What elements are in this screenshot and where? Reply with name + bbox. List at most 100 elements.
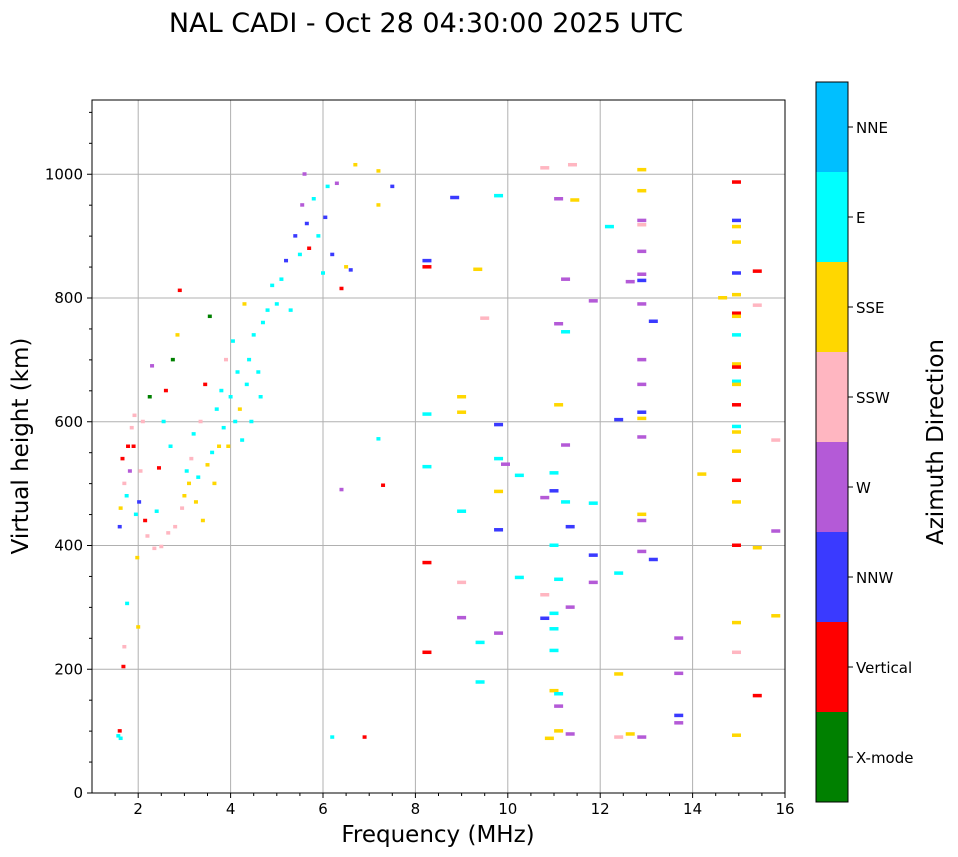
data-point [473, 267, 483, 272]
data-point [457, 615, 467, 620]
data-point [249, 419, 254, 424]
data-point [771, 438, 781, 442]
data-point [221, 425, 226, 430]
data-point [637, 167, 647, 172]
data-point [494, 528, 504, 532]
y-tick-label: 400 [54, 537, 83, 555]
data-point [203, 382, 208, 387]
data-point [567, 162, 577, 167]
x-axis-label: Frequency (MHz) [341, 822, 534, 848]
data-point [163, 388, 168, 393]
data-point [376, 169, 381, 173]
data-point [184, 469, 189, 473]
data-point [147, 395, 152, 399]
data-point [614, 672, 624, 676]
data-point [637, 512, 647, 517]
data-point [116, 734, 121, 738]
chart-title: NAL CADI - Oct 28 04:30:00 2025 UTC [169, 8, 683, 39]
colorbar-tick-label: SSE [856, 299, 885, 317]
data-point [381, 483, 386, 487]
data-point [304, 221, 309, 226]
data-point [565, 524, 575, 529]
data-point [325, 184, 330, 189]
data-point [588, 501, 598, 505]
azimuth-colorbar: X-mode Vertical NNW W SSW SSE E NNE [815, 81, 913, 803]
data-point [731, 314, 741, 319]
colorbar-label: Azimuth Direction [923, 339, 949, 545]
data-point [330, 252, 335, 257]
data-point [198, 419, 203, 424]
data-point [152, 546, 157, 551]
data-point [193, 500, 198, 504]
data-point [422, 650, 432, 655]
data-point [212, 481, 217, 486]
data-point [362, 735, 367, 739]
data-point [247, 357, 252, 362]
colorbar-segment [816, 442, 848, 532]
data-point [457, 580, 467, 585]
data-point [214, 407, 219, 411]
data-point [457, 410, 467, 414]
data-point [244, 382, 249, 387]
data-point [731, 365, 741, 369]
data-point [540, 593, 550, 597]
data-point [731, 449, 741, 453]
data-point [637, 410, 647, 414]
data-point [731, 292, 741, 297]
data-point [561, 443, 571, 447]
data-point [117, 524, 122, 529]
data-point [554, 197, 564, 201]
data-point [330, 735, 335, 739]
colorbar-segment [816, 622, 848, 712]
data-point [166, 531, 171, 535]
data-point [170, 357, 175, 362]
data-point [540, 495, 550, 500]
data-point [549, 627, 559, 631]
data-point [731, 311, 741, 315]
data-point [265, 308, 270, 312]
data-point [189, 456, 194, 461]
data-point [307, 246, 312, 250]
colorbar-frame [815, 81, 849, 803]
x-tick-label: 16 [775, 800, 794, 818]
data-point [731, 382, 741, 387]
colorbar-segment [816, 352, 848, 442]
x-tick-label: 10 [498, 800, 517, 818]
data-point [339, 487, 344, 492]
data-point [122, 644, 127, 649]
data-point [133, 512, 138, 517]
data-point [344, 265, 349, 269]
data-point [182, 494, 187, 498]
data-point [258, 395, 263, 399]
data-point [242, 302, 247, 306]
data-point [731, 379, 741, 384]
colorbar-tick-label: X-mode [856, 749, 913, 767]
data-point [637, 435, 647, 439]
data-point [554, 729, 564, 733]
data-point [480, 316, 490, 320]
data-point [648, 557, 658, 562]
data-point [637, 382, 647, 387]
data-point [180, 506, 185, 510]
data-point [353, 162, 358, 167]
data-point [731, 424, 741, 429]
colorbar-segment [816, 712, 848, 802]
data-point [731, 180, 741, 184]
data-point [500, 462, 510, 466]
data-point [422, 412, 432, 416]
data-point [570, 198, 580, 202]
data-point [127, 469, 132, 473]
data-point [540, 616, 550, 621]
data-point [187, 481, 192, 486]
data-point [120, 456, 125, 461]
y-tick-label: 600 [54, 413, 83, 431]
data-point [561, 277, 571, 281]
data-point [540, 166, 550, 170]
colorbar-segment [816, 262, 848, 352]
data-point [240, 438, 245, 442]
data-point [284, 258, 289, 263]
data-point [121, 664, 126, 669]
data-point [674, 671, 684, 676]
data-point [288, 308, 293, 312]
plot-frame [91, 99, 786, 794]
